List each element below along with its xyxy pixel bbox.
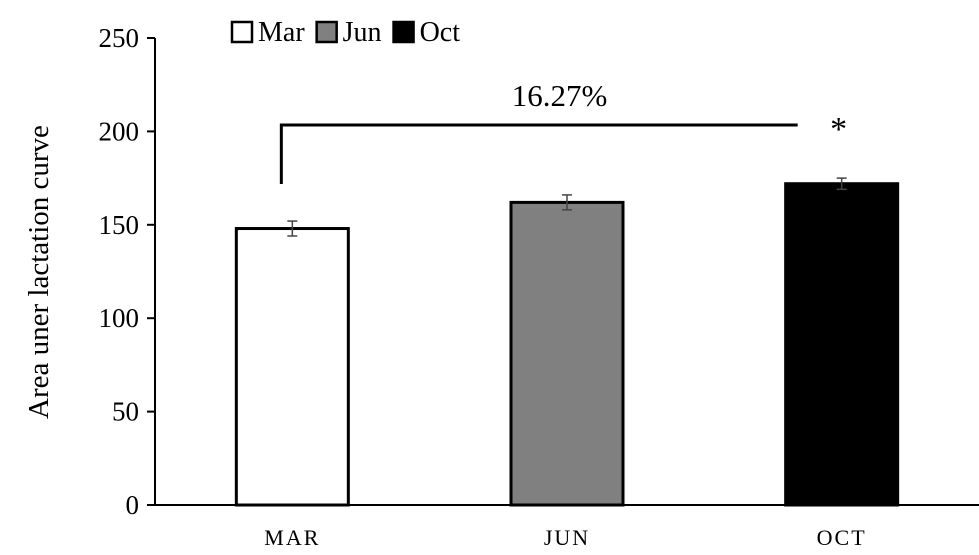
bar-jun [509,200,625,507]
x-tick-label-jun: JUN [544,525,590,550]
legend-swatch-mar [230,20,254,44]
x-tick-label-oct: OCT [817,525,867,550]
legend-label-oct: Oct [420,17,461,48]
legend: Mar Jun Oct [230,17,461,48]
y-axis-label: Area uner lactation curve [23,125,55,419]
y-tick-label: 200 [99,116,140,146]
significance-bracket [279,123,798,184]
legend-label-jun: Jun [343,17,382,48]
significance-asterisk: * [830,111,847,148]
y-tick-label: 50 [112,397,139,427]
y-tick-label: 250 [99,23,140,53]
legend-label-mar: Mar [258,17,305,48]
legend-swatch-jun [315,20,338,44]
bars [234,182,900,507]
percent-annotation: 16.27% [512,78,608,113]
legend-swatch-oct [392,20,415,44]
error-bars [287,177,847,237]
x-axis-ticks: MAR JUN OCT [264,525,867,550]
x-tick-label-mar: MAR [264,525,320,550]
y-axis-ticks: 0 50 100 150 200 250 [99,23,155,520]
y-tick-label: 150 [99,210,140,240]
bar-mar [234,227,350,507]
y-tick-label: 0 [126,490,140,520]
y-tick-label: 100 [99,303,140,333]
bar-oct [784,182,900,507]
